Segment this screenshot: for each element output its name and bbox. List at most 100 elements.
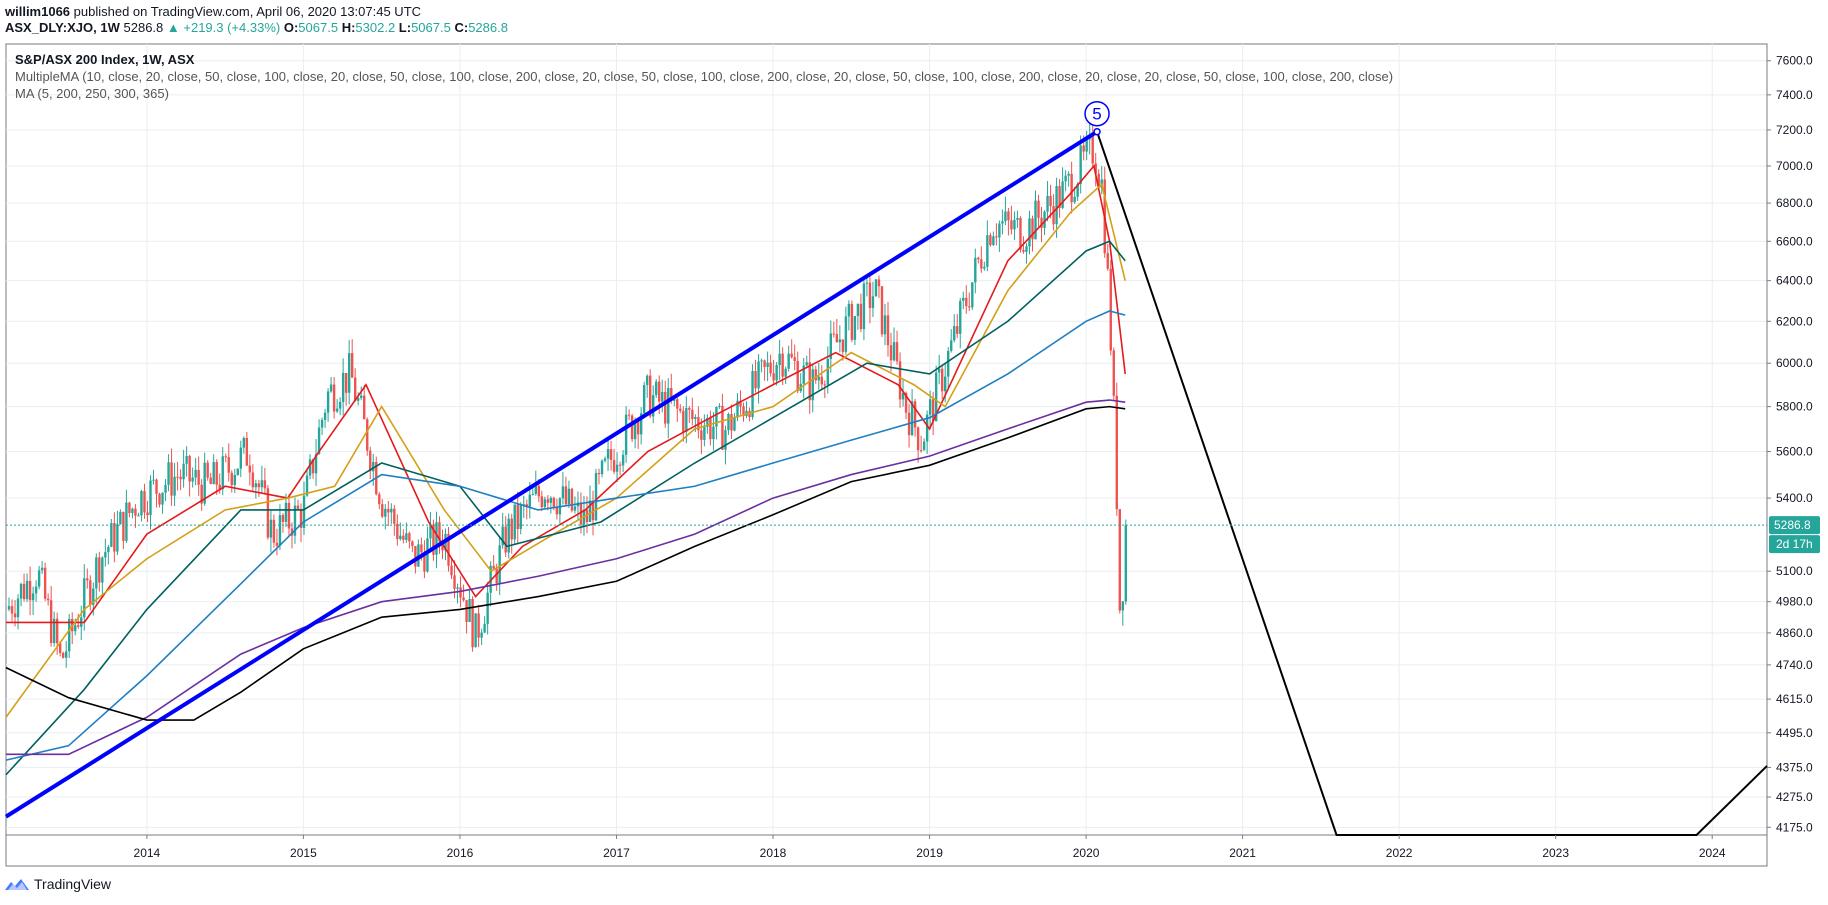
candle-body (1115, 395, 1118, 510)
price-tag: 5286.8 2d 17h (1769, 516, 1820, 554)
candle-body (820, 376, 823, 385)
wave-anchor-point (1093, 127, 1101, 136)
candle-body (709, 418, 712, 440)
candle-body (441, 541, 444, 551)
candle-body (477, 613, 480, 638)
candle-body (402, 535, 405, 540)
y-tick-label: 4495.0 (1776, 726, 1813, 740)
candle-body (546, 499, 550, 503)
x-tick-label: 2019 (916, 846, 943, 860)
candle-body (525, 504, 528, 507)
candle-body (603, 458, 607, 461)
open-value: 5067.5 (298, 20, 339, 35)
candle-body (811, 369, 814, 401)
symbol-label: ASX_DLY:XJO, 1W (5, 20, 120, 35)
author-name[interactable]: willim1066 (5, 4, 71, 19)
y-tick-label: 4175.0 (1776, 820, 1813, 834)
candle-body (438, 522, 441, 542)
candle-body (937, 368, 941, 373)
candle-body (329, 384, 333, 392)
candle-body (655, 381, 658, 396)
candle-body (61, 652, 65, 658)
brand-name: TradingView (34, 876, 112, 892)
candle-body (326, 391, 330, 413)
candle-body (420, 544, 423, 553)
candle-body (959, 300, 962, 334)
candle-body (1037, 200, 1040, 218)
y-tick-label: 7600.0 (1776, 54, 1813, 68)
candle-body (456, 587, 459, 589)
candle-body (1124, 525, 1128, 602)
last-price: 5286.8 (123, 20, 164, 35)
candle-body (682, 410, 685, 432)
candle-body (357, 398, 360, 401)
candle-body (302, 495, 306, 528)
candle-body (363, 395, 366, 420)
candle-body (573, 506, 577, 511)
candle-body (790, 353, 793, 358)
candle-body (989, 235, 992, 246)
line-ma100 (5, 310, 1126, 761)
x-tick-label: 2015 (290, 846, 317, 860)
wave-label[interactable]: 5 (1084, 100, 1110, 127)
candle-body (1073, 196, 1076, 203)
candle-body (1019, 217, 1022, 250)
high-value: 5302.2 (355, 20, 396, 35)
candle-body (817, 376, 820, 381)
countdown-label: 2d 17h (1776, 537, 1813, 551)
wave-number: 5 (1092, 105, 1101, 124)
candle-body (648, 375, 652, 417)
candle-body (594, 472, 598, 521)
candle-body (230, 472, 233, 486)
candle-body (55, 618, 59, 644)
candle-body (450, 565, 453, 576)
candle-body (606, 449, 610, 459)
time-axis[interactable]: 2014 2015 2016 2017 2018 2019 2020 2021 2022 2023… (134, 835, 1726, 860)
legend-ma[interactable]: MA (5, 200, 250, 300, 365) (15, 86, 169, 101)
candle-body (387, 508, 390, 513)
candle-body (1094, 163, 1097, 174)
candle-body (131, 508, 134, 514)
candle-body (540, 496, 544, 508)
candle-body (471, 598, 474, 648)
candle-body (971, 282, 974, 308)
candle-body (543, 499, 547, 508)
candle-body (859, 303, 863, 330)
candle-body (314, 454, 318, 474)
candle-body (853, 316, 857, 340)
candle-body (507, 518, 510, 553)
candle-body (721, 405, 724, 450)
low-value: 5067.5 (411, 20, 451, 35)
candle-body (1046, 195, 1049, 212)
candle-body (31, 593, 35, 601)
candle-body (977, 257, 980, 260)
legend-title[interactable]: S&P/ASX 200 Index, 1W, ASX (15, 52, 195, 67)
candle-body (101, 557, 104, 583)
candle-body (429, 524, 432, 539)
legend-multiple-ma[interactable]: MultipleMA (10, close, 20, close, 50, cl… (15, 69, 1394, 84)
candle-body (844, 316, 848, 352)
candle-body (480, 632, 483, 638)
candle-body (13, 613, 17, 618)
candle-body (393, 508, 396, 524)
y-tick-label: 7200.0 (1776, 123, 1813, 137)
candle-body (242, 437, 246, 448)
candle-body (119, 511, 122, 525)
candle-body (591, 500, 595, 521)
candle-body (549, 497, 553, 503)
candle-body (510, 518, 513, 540)
candle-body (260, 480, 264, 488)
candle-body (703, 427, 706, 440)
price-axis[interactable]: 7600.0 7400.0 7200.0 7000.0 6800.0 6600.0 6400… (1767, 54, 1813, 835)
candle-body (968, 306, 971, 308)
candle-body (92, 588, 95, 605)
candle-body (378, 494, 381, 505)
y-tick-label: 4275.0 (1776, 790, 1813, 804)
candle-body (555, 507, 559, 515)
candle-body (1016, 217, 1019, 220)
x-tick-label: 2024 (1699, 846, 1726, 860)
drawings-layer[interactable] (4, 127, 1768, 836)
tradingview-brand[interactable]: TradingView (4, 876, 111, 892)
candle-body (167, 462, 170, 485)
